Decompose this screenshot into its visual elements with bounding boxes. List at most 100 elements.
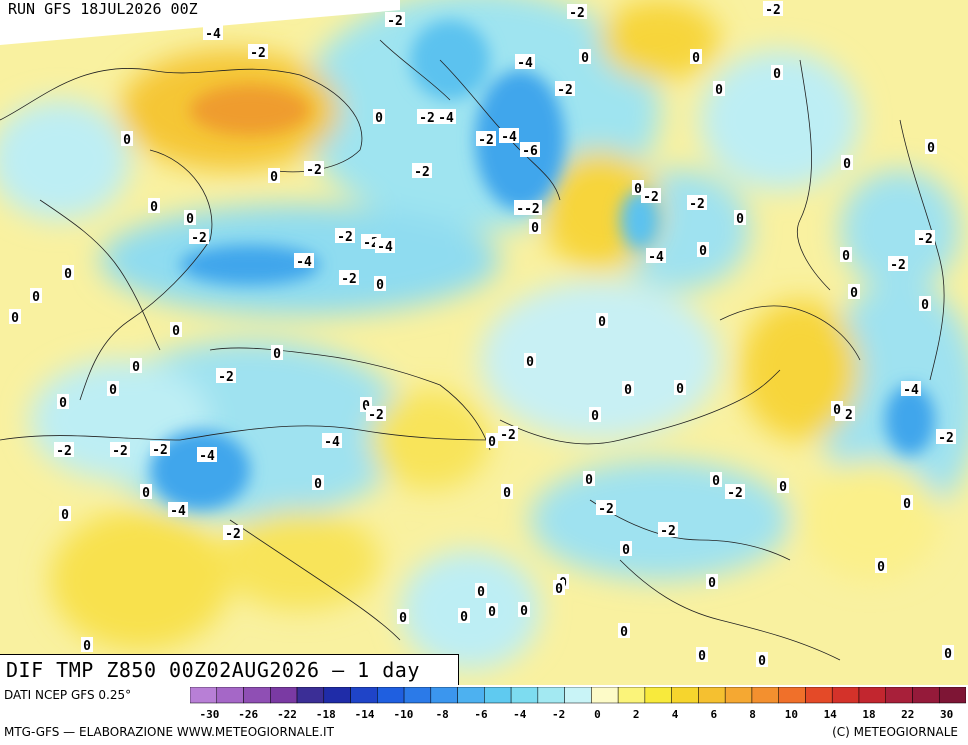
contour-label-bg [697, 242, 709, 257]
scale-label: 0 [594, 708, 601, 721]
run-label: RUN GFS 18JUL2026 00Z [4, 0, 202, 18]
contour-label-bg [374, 276, 386, 291]
contour-label: 0 [59, 396, 67, 411]
contour-label-bg [875, 558, 887, 573]
credit-right: (C) METEOGIORNALE [832, 725, 958, 739]
contour-label-bg [30, 288, 42, 303]
scale-label: 18 [862, 708, 875, 721]
contour-label: -2 [341, 272, 357, 287]
contour-label: 0 [273, 347, 281, 362]
contour-label-bg [148, 198, 160, 213]
title-box: DIF TMP Z850 00Z02AUG2026 — 1 day [0, 654, 459, 685]
contour-label-bg [476, 131, 496, 146]
contour-label: -2 [500, 428, 516, 443]
footer: DATI NCEP GFS 0.25° -30 -26 -22 -18 -14 -10 -8… [0, 685, 968, 745]
scale-swatch [671, 687, 699, 704]
contour-label-bg [925, 139, 937, 154]
scale-swatch [938, 687, 966, 704]
scale-label: -30 [199, 708, 219, 721]
contour-label: 0 [712, 474, 720, 489]
contour-label: -4 [501, 130, 517, 145]
scale-swatch [323, 687, 351, 704]
contour-label: -2 [598, 502, 614, 517]
contour-label: 0 [581, 51, 589, 66]
contour-label-bg [840, 247, 852, 262]
contour-label-bg [589, 407, 601, 422]
anomaly-core [150, 20, 935, 510]
contour-label-bg [248, 44, 268, 59]
contour-label: -4 [517, 56, 533, 71]
contour-label-bg [710, 472, 722, 487]
contour-label-bg [553, 580, 565, 595]
scale-swatch [591, 687, 619, 704]
contour-label: 0 [520, 604, 528, 619]
contour-label-bg [848, 284, 860, 299]
contour-label: 0 [944, 647, 952, 662]
contour-label-bg [618, 623, 630, 638]
contour-label: -2 [689, 197, 705, 212]
contour-label: -4 [170, 504, 186, 519]
contour-label-bg [687, 195, 707, 210]
contour-label: 0 [109, 383, 117, 398]
contour-label: 0 [376, 278, 384, 293]
contour-label-bg [373, 109, 385, 124]
contour-label: 0 [903, 497, 911, 512]
contour-label-bg [498, 426, 518, 441]
contour-label: 0 [698, 649, 706, 664]
contour-label: 0 [779, 480, 787, 495]
contour-label: 0 [877, 560, 885, 575]
contour-label: 0 [622, 543, 630, 558]
contour-label: -2 [306, 163, 322, 178]
contour-label: 0 [11, 311, 19, 326]
contour-label-bg [583, 471, 595, 486]
contour-label-bg [150, 441, 170, 456]
scale-swatch [296, 687, 325, 704]
scale-label: -6 [474, 708, 488, 721]
contour-label-bg [339, 270, 359, 285]
contour-label: -2 [414, 165, 430, 180]
contour-label: -2 [112, 444, 128, 459]
scale-swatch [270, 687, 298, 704]
contour-label: 0 [460, 610, 468, 625]
contour-label: 0 [699, 244, 707, 259]
contour-label: 0 [186, 212, 194, 227]
contour-label: 0 [150, 200, 158, 215]
contour-label-bg [140, 484, 152, 499]
contour-label: 0 [555, 582, 563, 597]
contour-label: -2 [938, 431, 954, 446]
scale-label: 22 [901, 708, 914, 721]
scale-swatch [751, 687, 779, 704]
contour-label: 0 [773, 67, 781, 82]
map-title: DIF TMP Z850 00Z02AUG2026 — 1 day [6, 658, 420, 682]
contour-label-bg [170, 322, 182, 337]
contour-label: 0 [64, 267, 72, 282]
contour-label: -4 [377, 240, 393, 255]
contour-label-bg [646, 248, 666, 263]
contour-label: 0 [375, 111, 383, 126]
contour-label: 0 [591, 409, 599, 424]
contour-label-bg [375, 238, 395, 253]
scale-swatch [484, 687, 512, 704]
contour-label: -4 [648, 250, 664, 265]
contour-label: -2 [765, 3, 781, 18]
contour-label: 0 [843, 157, 851, 172]
contour-label-bg [130, 358, 142, 373]
scale-label: -14 [355, 708, 375, 721]
contour-label: -2 [337, 230, 353, 245]
contour-label: 0 [32, 290, 40, 305]
contour-label: -2 [218, 370, 234, 385]
contour-label: 0 [83, 639, 91, 654]
contour-label-bg [620, 541, 632, 556]
contour-label: -4 [438, 111, 454, 126]
scale-label: 2 [633, 708, 640, 721]
contour-label-bg [567, 4, 587, 19]
contour-label-bg [385, 12, 405, 27]
contour-label: 0 [598, 315, 606, 330]
contour-label-bg [520, 142, 540, 157]
contour-label-bg [59, 506, 71, 521]
contour-label-bg [417, 109, 437, 124]
scale-swatch [805, 687, 833, 704]
scale-label: 30 [940, 708, 953, 721]
